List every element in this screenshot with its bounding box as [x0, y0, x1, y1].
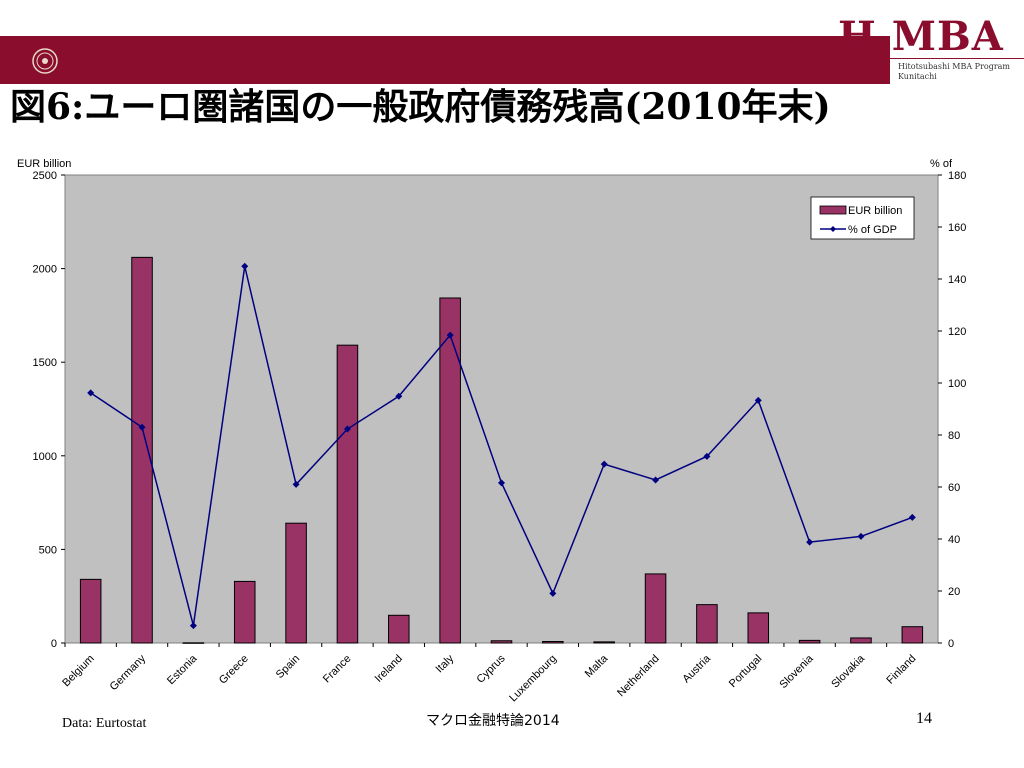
- gdp-point-malta: [600, 460, 608, 468]
- x-tick-label: France: [321, 653, 354, 686]
- bar-ireland: [388, 614, 410, 644]
- x-tick-label: Greece: [217, 653, 251, 687]
- x-tick-label: Slovenia: [777, 652, 816, 691]
- plot-area: [64, 174, 939, 644]
- gdp-point-finland: [908, 513, 916, 521]
- y2-tick-label: 60: [948, 482, 960, 494]
- y2-tick-label: 80: [948, 430, 960, 442]
- page-number: 14: [916, 710, 932, 727]
- x-tick-label: Belgium: [60, 653, 97, 690]
- gdp-point-france: [343, 425, 351, 433]
- x-tick-label: Spain: [274, 653, 302, 681]
- bar-austria: [696, 604, 718, 644]
- y-tick-label: 0: [51, 638, 57, 650]
- y2-tick-label: 140: [948, 274, 966, 286]
- bar-malta: [593, 641, 615, 644]
- legend-bar-swatch: [819, 205, 847, 215]
- logo-mark: H MBA: [838, 13, 1004, 60]
- x-tick-label: Finland: [884, 653, 918, 687]
- gdp-point-spain: [292, 480, 300, 488]
- logo-subtitle-line1: Hitotsubashi MBA Program: [898, 62, 1011, 71]
- gdp-point-cyprus: [498, 479, 505, 487]
- bar-finland: [901, 626, 924, 644]
- x-tick-label: Estonia: [165, 652, 200, 687]
- legend: EUR billion % of GDP: [810, 196, 915, 240]
- y-tick-label: 1500: [33, 357, 57, 369]
- legend-marker: [830, 226, 836, 232]
- y2-tick-label: 100: [948, 378, 966, 390]
- bar-belgium: [79, 578, 102, 644]
- y-tick-label: 2500: [33, 170, 57, 182]
- x-tick-label: Ireland: [373, 653, 405, 685]
- gdp-point-belgium: [87, 389, 95, 397]
- y-tick-label: 500: [39, 544, 57, 556]
- gdp-point-portugal: [754, 396, 762, 404]
- x-tick-label: Portugal: [727, 653, 764, 690]
- x-tick-label: Netherland: [615, 653, 662, 700]
- y2-tick-label: 120: [948, 326, 966, 338]
- slide-title: 図6:ユーロ圏諸国の一般政府債務残高(2010年末): [10, 86, 831, 128]
- bar-spain: [285, 522, 307, 644]
- gdp-point-slovenia: [806, 538, 814, 546]
- university-seal-icon: [32, 48, 58, 74]
- bar-estonia: [182, 642, 205, 644]
- legend-label-line: % of GDP: [848, 224, 897, 236]
- bar-germany: [131, 256, 153, 644]
- footer-course-title: マクロ金融特論2014: [426, 713, 560, 729]
- y2-tick-label: 160: [948, 222, 966, 234]
- x-tick-label: Germany: [108, 652, 149, 693]
- gdp-point-greece: [241, 262, 249, 270]
- bar-france: [336, 344, 359, 644]
- bar-portugal: [747, 612, 770, 644]
- legend-label-bars: EUR billion: [848, 205, 902, 217]
- x-tick-label: Malta: [583, 652, 611, 680]
- gdp-point-austria: [703, 452, 711, 460]
- gdp-point-netherland: [652, 476, 660, 484]
- y2-tick-label: 0: [948, 638, 954, 650]
- gdp-point-slovakia: [857, 532, 865, 540]
- x-tick-label: Luxembourg: [507, 653, 559, 705]
- bar-luxembourg: [542, 641, 564, 644]
- y-tick-label: 2000: [33, 264, 57, 276]
- hmba-logo: H MBA Hitotsubashi MBA Program Kunitachi: [838, 14, 1024, 94]
- debt-chart: 0 500 1000 1500 2000 2500 0 20 40 60 80 100 120 140 16…: [17, 158, 966, 705]
- y2-tick-label: 40: [948, 534, 960, 546]
- y2-tick-label: 180: [948, 170, 966, 182]
- y2-tick-label: 20: [948, 586, 960, 598]
- x-tick-label: Cyprus: [474, 652, 507, 685]
- bar-netherland: [644, 573, 667, 644]
- bar-italy: [439, 297, 461, 644]
- header-bar: [0, 36, 890, 84]
- gdp-point-germany: [138, 423, 146, 431]
- y2-axis-label: % of: [930, 158, 953, 170]
- logo-divider: [884, 58, 1024, 59]
- bar-cyprus: [490, 640, 513, 644]
- x-tick-label: Italy: [434, 652, 457, 675]
- bar-slovakia: [850, 637, 872, 644]
- gdp-point-ireland: [395, 392, 403, 400]
- logo-subtitle: Hitotsubashi MBA Program Kunitachi: [898, 62, 1024, 82]
- gdp-point-italy: [446, 331, 454, 339]
- gdp-point-estonia: [189, 622, 197, 630]
- gdp-point-luxembourg: [549, 589, 557, 597]
- bar-slovenia: [798, 639, 821, 644]
- y-tick-label: 1000: [33, 451, 57, 463]
- bar-greece: [233, 580, 256, 644]
- x-tick-label: Slovakia: [829, 652, 868, 691]
- footer-source: Data: Eurtostat: [62, 716, 147, 731]
- legend-box: [810, 196, 915, 240]
- logo-subtitle-line2: Kunitachi: [898, 72, 937, 81]
- y-axis-label: EUR billion: [17, 158, 71, 170]
- x-tick-label: Austria: [680, 652, 713, 685]
